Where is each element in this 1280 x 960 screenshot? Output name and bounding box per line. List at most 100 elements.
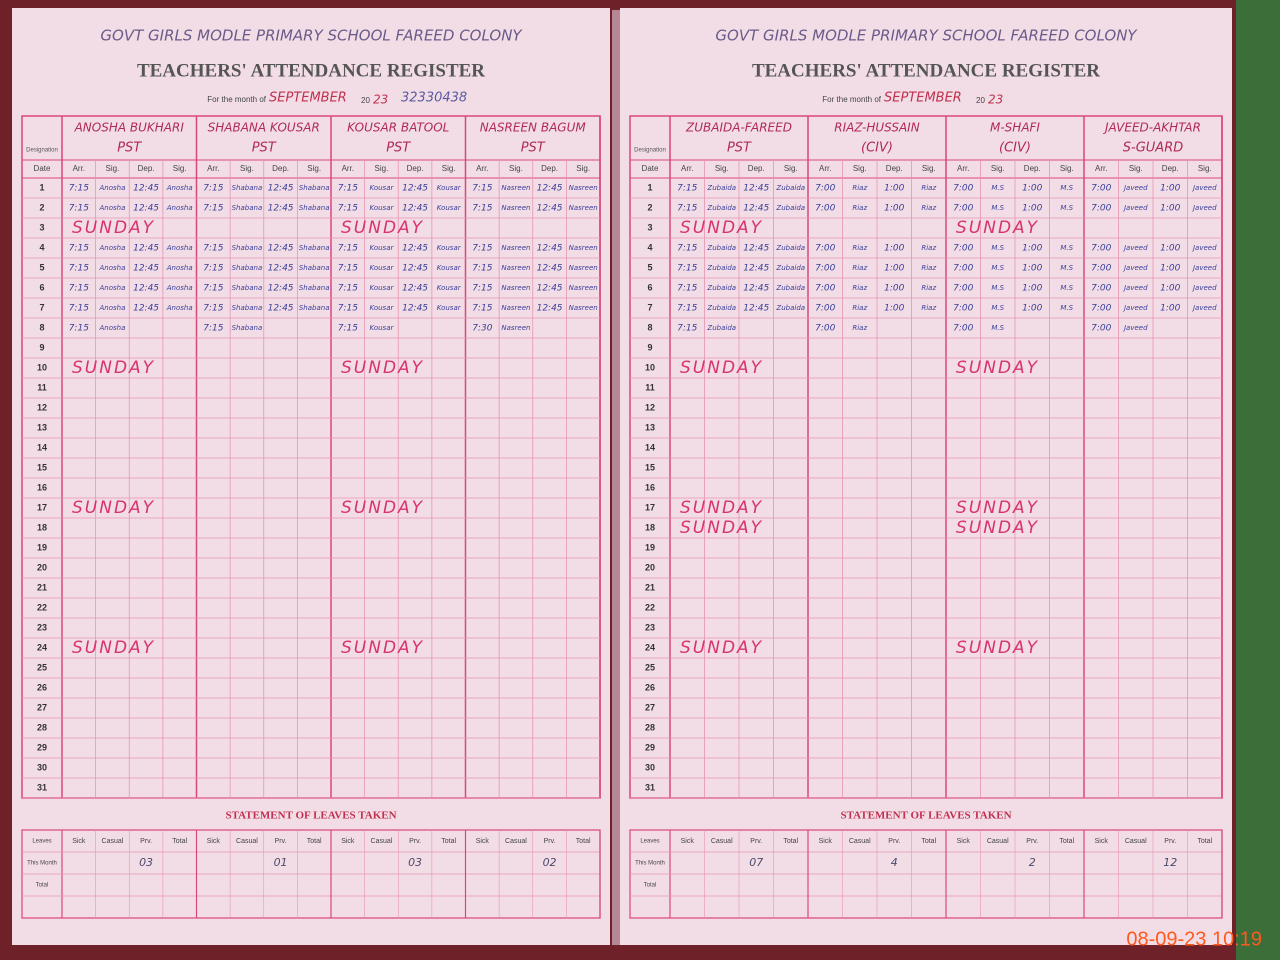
date-number: 12: [37, 402, 47, 412]
sunday-mark: SUNDAY: [956, 518, 1039, 538]
time-entry: 7:15: [338, 304, 358, 314]
time-entry: 7:15: [472, 184, 492, 194]
signature: Javeed: [1122, 204, 1148, 212]
table-edge: [1236, 0, 1280, 960]
column-header: Sig.: [375, 164, 389, 173]
time-entry: 7:00: [1091, 264, 1111, 274]
time-entry: 1:00: [884, 264, 904, 274]
date-number: 30: [645, 762, 655, 772]
signature: Nasreen: [501, 184, 530, 192]
time-entry: 7:15: [677, 244, 697, 254]
signature: Kousar: [370, 304, 395, 312]
time-entry: 7:15: [677, 184, 697, 194]
sunday-mark: SUNDAY: [680, 638, 763, 658]
signature: Shabana: [232, 244, 263, 252]
time-entry: 12:45: [268, 184, 294, 194]
date-number: 26: [37, 682, 47, 692]
signature: Kousar: [437, 184, 462, 192]
year-prefix: 20: [361, 96, 370, 105]
leaves-column: Total: [921, 838, 936, 845]
date-number: 4: [39, 242, 44, 252]
signature: Javeed: [1122, 284, 1148, 292]
signature: Zubaida: [706, 244, 736, 252]
time-entry: 12:45: [743, 244, 769, 254]
time-entry: 7:00: [815, 204, 835, 214]
leaves-column: Sick: [72, 838, 86, 845]
teacher-designation: S-GUARD: [1123, 141, 1183, 156]
time-entry: 12:45: [537, 184, 563, 194]
leaves-column: Prv.: [140, 838, 152, 845]
signature: Kousar: [370, 324, 395, 332]
date-number: 1: [39, 182, 44, 192]
time-entry: 7:00: [1091, 204, 1111, 214]
signature: Riaz: [852, 264, 867, 272]
leaves-column: Sick: [957, 838, 971, 845]
leaves-column: Casual: [849, 838, 871, 845]
date-number: 7: [39, 302, 44, 312]
date-number: 27: [645, 702, 655, 712]
leaves-column: Prv.: [750, 838, 762, 845]
leaves-column: Total: [783, 838, 798, 845]
signature: Anosha: [166, 184, 193, 192]
date-number: 29: [37, 742, 47, 752]
signature: Riaz: [852, 284, 867, 292]
date-number: 2: [647, 202, 652, 212]
signature: Kousar: [370, 264, 395, 272]
signature: Kousar: [370, 204, 395, 212]
leaves-value: 01: [274, 856, 288, 869]
time-entry: 1:00: [884, 304, 904, 314]
time-entry: 7:00: [953, 264, 973, 274]
date-number: 21: [645, 582, 655, 592]
time-entry: 7:15: [472, 204, 492, 214]
date-number: 12: [645, 402, 655, 412]
date-number: 3: [39, 222, 44, 232]
date-number: 10: [645, 362, 655, 372]
leaves-column: Casual: [505, 838, 527, 845]
date-number: 9: [647, 342, 652, 352]
signature: Shabana: [299, 284, 330, 292]
signature: Shabana: [299, 184, 330, 192]
teacher-name: SHABANA KOUSAR: [208, 121, 320, 135]
time-entry: 12:45: [268, 284, 294, 294]
column-header: Sig.: [1129, 164, 1143, 173]
date-number: 11: [645, 382, 655, 392]
date-number: 11: [37, 382, 47, 392]
time-entry: 1:00: [884, 244, 904, 254]
time-entry: 12:45: [402, 244, 428, 254]
leaves-row-label: This Month: [635, 861, 665, 867]
time-entry: 1:00: [1022, 244, 1042, 254]
timestamp: 08-09-23 10:19: [1126, 928, 1262, 950]
time-entry: 7:15: [69, 284, 89, 294]
leaves-column: Total: [576, 838, 591, 845]
sunday-mark: SUNDAY: [341, 638, 424, 658]
signature: Shabana: [299, 244, 330, 252]
teacher-designation: PST: [727, 141, 752, 156]
date-number: 15: [37, 462, 47, 472]
leaves-column: Total: [1197, 838, 1212, 845]
date-number: 1: [647, 182, 652, 192]
time-entry: 7:30: [472, 324, 492, 334]
leaves-column: Casual: [1125, 838, 1147, 845]
leaves-column: Sick: [681, 838, 695, 845]
leaves-column: Casual: [102, 838, 124, 845]
date-number: 14: [37, 442, 47, 452]
time-entry: 12:45: [402, 184, 428, 194]
signature: M.S: [991, 304, 1004, 312]
sunday-mark: SUNDAY: [680, 518, 763, 538]
date-number: 22: [37, 602, 47, 612]
time-entry: 12:45: [743, 184, 769, 194]
teacher-name: M-SHAFI: [990, 121, 1040, 135]
column-header: Sig.: [715, 164, 729, 173]
leaves-column: Total: [307, 838, 322, 845]
signature: Javeed: [1122, 244, 1148, 252]
signature: Kousar: [370, 244, 395, 252]
time-entry: 7:00: [815, 324, 835, 334]
signature: Shabana: [232, 284, 263, 292]
signature: Nasreen: [569, 264, 598, 272]
time-entry: 7:15: [338, 204, 358, 214]
column-header: Sig.: [991, 164, 1005, 173]
time-entry: 12:45: [133, 204, 159, 214]
time-entry: 12:45: [268, 304, 294, 314]
leaves-column: Sick: [341, 838, 355, 845]
time-entry: 12:45: [743, 304, 769, 314]
